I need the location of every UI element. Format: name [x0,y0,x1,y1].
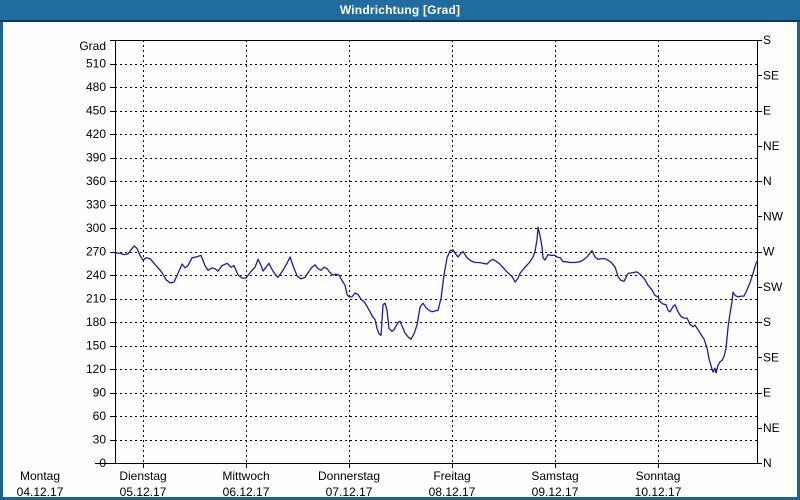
compass-label: NE [763,139,780,153]
axis-ticks [110,40,762,468]
date-label: 05.12.17 [120,485,167,499]
y-tick-label: 480 [86,80,106,94]
y-tick-label: 30 [93,433,107,447]
x-gridlines [143,40,659,463]
day-label: Samstag [531,469,578,483]
compass-label: W [763,245,775,259]
compass-label: SE [763,350,779,364]
y-tick-label: 330 [86,198,106,212]
compass-label: SW [763,280,783,294]
series [114,226,758,374]
left-axis-labels: Grad 0 30 60 90 120 150 180 210 240 270 300 330 360 39… [79,39,106,470]
y-tick-label: 360 [86,174,106,188]
y-tick-label: 0 [99,456,106,470]
y-tick-label: 120 [86,362,106,376]
date-label: 08.12.17 [429,485,476,499]
compass-label: E [763,386,771,400]
title-bar: Windrichtung [Grad] [0,0,800,22]
y-tick-label: 240 [86,268,106,282]
compass-label: S [763,315,771,329]
y-tick-label: 390 [86,151,106,165]
y-gridlines [115,64,757,441]
day-label: Mittwoch [222,469,269,483]
compass-label: S [763,33,771,47]
date-label: 07.12.17 [326,485,373,499]
right-axis-labels: S SE E NE N NW W SW S SE E NE N [763,33,784,470]
day-label: Dienstag [119,469,166,483]
y-tick-label: 420 [86,127,106,141]
compass-label: NW [763,209,784,223]
compass-label: SE [763,68,779,82]
y-tick-label: 150 [86,339,106,353]
compass-label: E [763,104,771,118]
date-label: 09.12.17 [532,485,579,499]
y-tick-label: 510 [86,57,106,71]
compass-label: N [763,174,772,188]
day-label: Sonntag [636,469,681,483]
compass-label: N [763,456,772,470]
wind-direction-series [114,226,758,374]
window-title: Windrichtung [Grad] [339,3,461,17]
y-tick-label: 210 [86,292,106,306]
y-tick-label: 300 [86,221,106,235]
compass-label: NE [763,421,780,435]
date-label: 04.12.17 [17,485,64,499]
date-label: 06.12.17 [223,485,270,499]
y-tick-label: 450 [86,104,106,118]
date-label: 10.12.17 [635,485,682,499]
day-label: Freitag [433,469,470,483]
y-axis-unit-label: Grad [79,39,106,53]
day-label: Montag [20,469,60,483]
day-label: Donnerstag [318,469,380,483]
x-axis-labels: Montag 04.12.17 Dienstag 05.12.17 Mittwoch 06… [17,469,682,499]
y-tick-label: 60 [93,409,107,423]
y-tick-label: 90 [93,386,107,400]
y-tick-label: 270 [86,245,106,259]
y-tick-label: 180 [86,315,106,329]
